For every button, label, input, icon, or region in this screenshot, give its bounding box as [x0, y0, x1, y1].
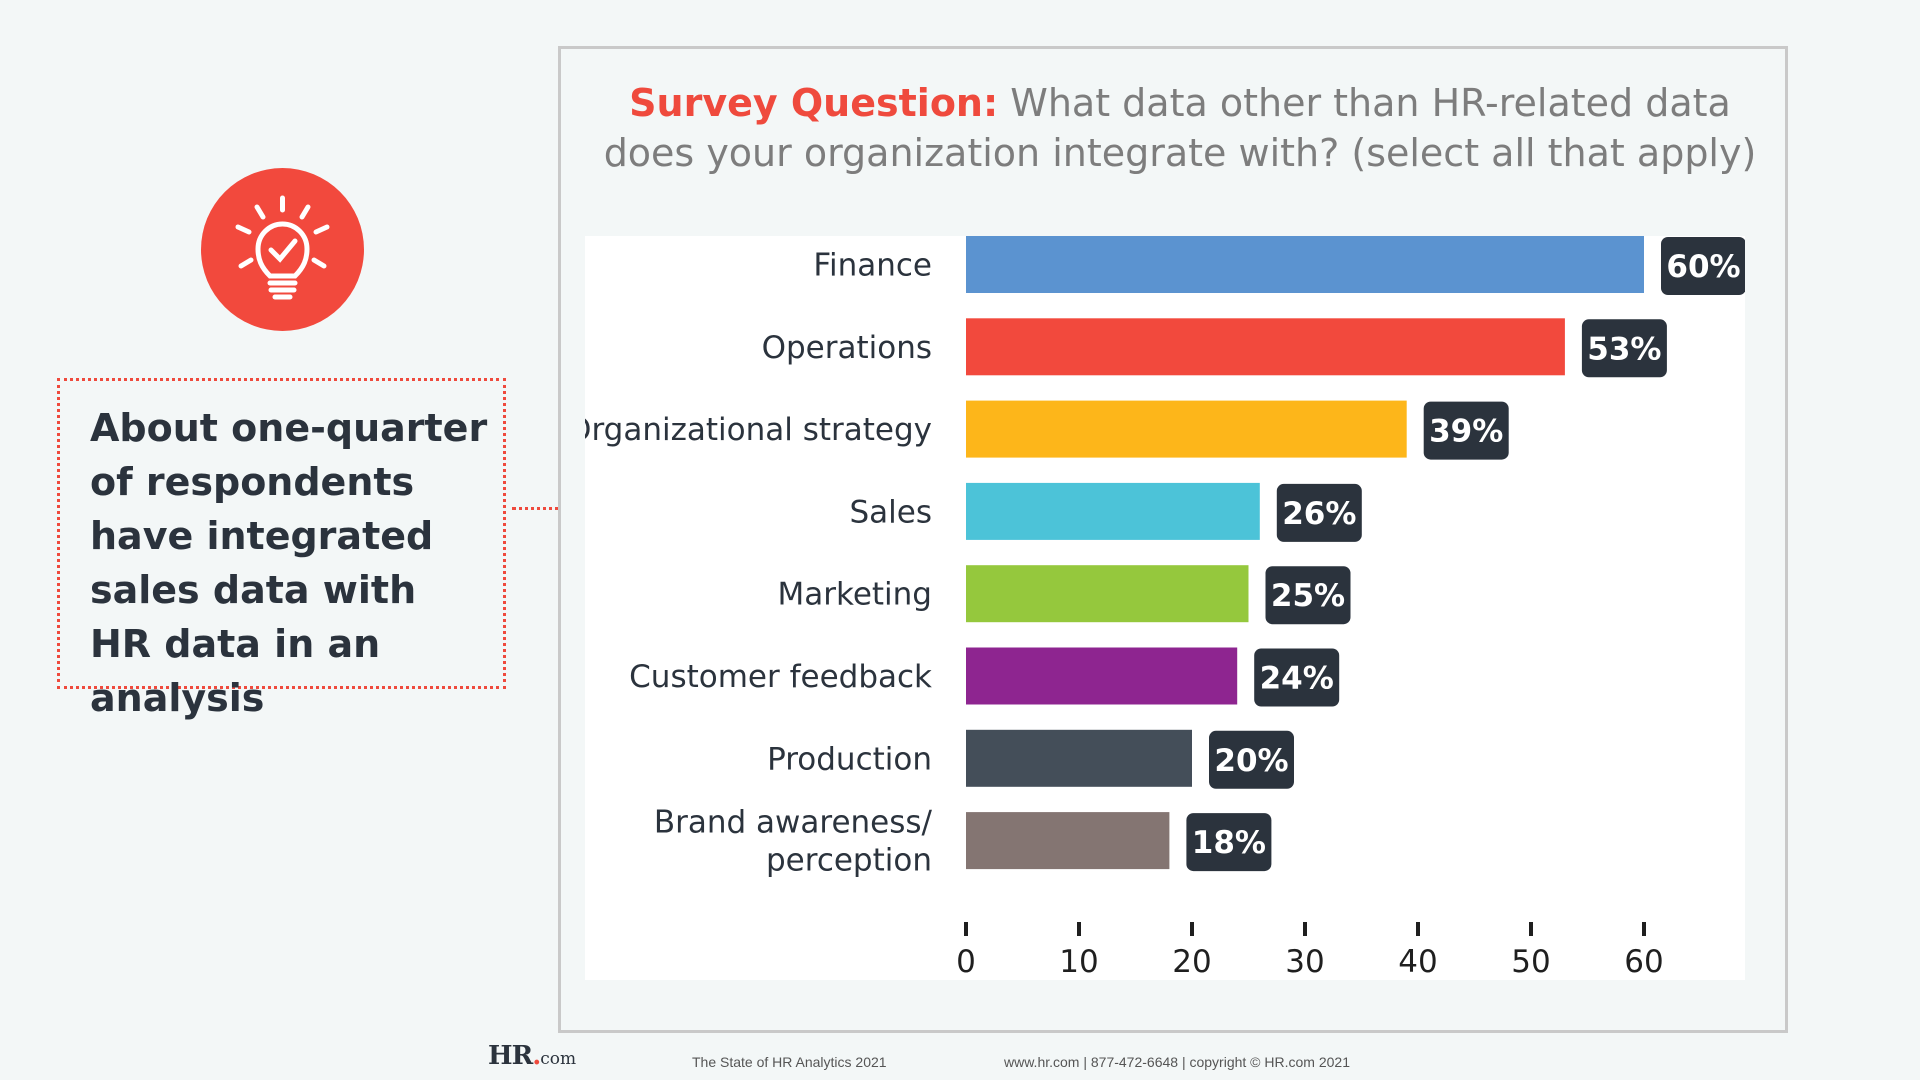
value-label-2: 39%	[1429, 414, 1503, 450]
footer-report-title: The State of HR Analytics 2021	[692, 1054, 887, 1070]
value-label-box-5	[1254, 648, 1340, 707]
value-label-box-0	[1661, 237, 1745, 295]
bar-7	[966, 812, 1170, 870]
callout-text: About one-quarter of respondents have in…	[90, 406, 488, 720]
lightbulb-check-icon	[235, 195, 330, 300]
logo-suffix: com	[540, 1049, 577, 1069]
survey-question-text: What data other than HR-related data doe…	[603, 81, 1757, 175]
x-tick-label-3: 30	[1285, 944, 1324, 980]
category-label-3: Sales	[849, 494, 932, 530]
value-label-6: 20%	[1214, 743, 1288, 779]
bar-5	[966, 647, 1238, 705]
bar-4	[966, 565, 1249, 623]
value-label-box-4	[1265, 566, 1351, 625]
value-label-4: 25%	[1271, 578, 1345, 614]
value-label-box-1	[1581, 319, 1667, 378]
bar-chart: Finance 60% Operations 53% Organizational st…	[585, 236, 1745, 980]
x-tick-label-6: 60	[1624, 944, 1663, 980]
category-label-5: Customer feedback	[629, 659, 932, 695]
value-label-7: 18%	[1192, 825, 1266, 861]
value-label-box-3	[1276, 483, 1362, 542]
category-label-1: Operations	[762, 330, 932, 366]
bar-1	[966, 318, 1565, 376]
bar-6	[966, 729, 1192, 787]
x-tick-label-4: 40	[1398, 944, 1437, 980]
value-label-3: 26%	[1282, 496, 1356, 532]
category-label-7-line-0: Brand awareness/	[654, 805, 933, 841]
bar-3	[966, 482, 1260, 540]
survey-question: Survey Question: What data other than HR…	[585, 78, 1775, 178]
value-label-box-7	[1186, 813, 1272, 872]
footer-contact: www.hr.com | 877-472-6648 | copyright © …	[1004, 1054, 1350, 1070]
logo-dot: .	[532, 1041, 541, 1071]
x-tick-label-0: 0	[956, 944, 976, 980]
x-tick-label-2: 20	[1172, 944, 1211, 980]
survey-question-label: Survey Question:	[629, 81, 999, 125]
bar-2	[966, 400, 1407, 458]
callout-box: About one-quarter of respondents have in…	[57, 378, 506, 720]
x-tick-label-1: 10	[1059, 944, 1098, 980]
category-label-4: Marketing	[777, 577, 932, 613]
value-label-box-2	[1423, 401, 1509, 460]
category-label-2: Organizational strategy	[585, 412, 932, 448]
category-label-7-line-1: perception	[766, 843, 932, 879]
lightbulb-icon	[201, 168, 364, 331]
value-label-box-6	[1209, 730, 1294, 789]
chart-area: Finance 60% Operations 53% Organizational st…	[585, 236, 1745, 980]
value-label-1: 53%	[1587, 331, 1661, 367]
category-label-6: Production	[767, 741, 932, 777]
hr-com-logo: HR.com	[488, 1041, 576, 1071]
category-label-0: Finance	[813, 248, 932, 284]
logo-main: HR	[488, 1041, 533, 1071]
value-label-5: 24%	[1260, 661, 1334, 697]
value-label-0: 60%	[1666, 249, 1740, 285]
x-tick-label-5: 50	[1511, 944, 1550, 980]
bar-0	[966, 236, 1644, 293]
